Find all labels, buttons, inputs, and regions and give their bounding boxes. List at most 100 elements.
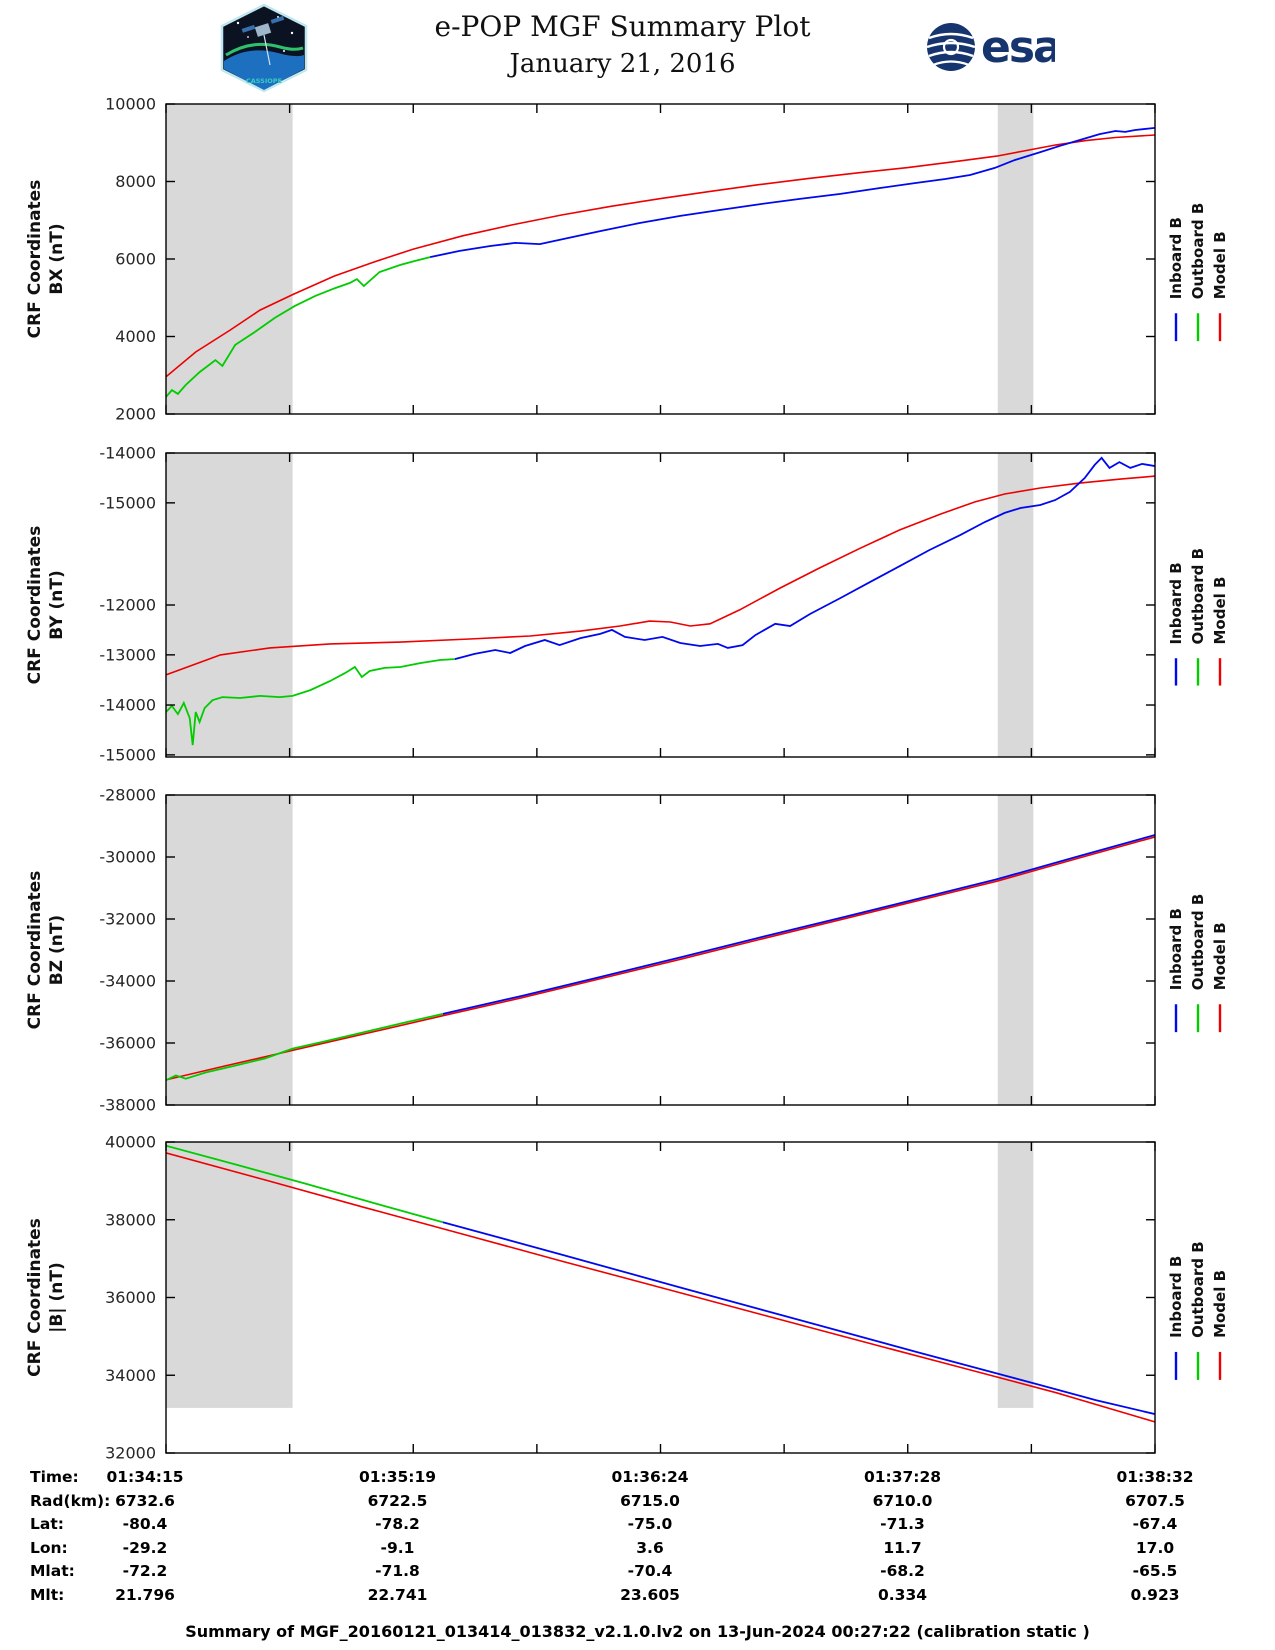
esa-globe-icon xyxy=(926,23,976,71)
table-cell: -71.3 xyxy=(880,1515,925,1533)
y-tick-label: 6000 xyxy=(115,250,156,269)
legend-label-outboard: Outboard B xyxy=(1189,203,1207,300)
y-tick-label: 38000 xyxy=(105,1210,156,1229)
y-tick-label: -14000 xyxy=(99,444,156,463)
legend-label-outboard: Outboard B xyxy=(1189,894,1207,991)
legend-label-model: Model B xyxy=(1211,1270,1229,1338)
y-axis-title-line1: CRF Coordinates xyxy=(25,871,45,1030)
table-cell: 01:36:24 xyxy=(611,1468,689,1486)
table-row-label: Rad(km): xyxy=(30,1492,111,1510)
table-row-label: Time: xyxy=(30,1468,79,1486)
table-cell: -65.5 xyxy=(1132,1562,1178,1580)
series-outboard-line xyxy=(166,658,455,746)
legend-label-inboard: Inboard B xyxy=(1167,562,1185,644)
shaded-region xyxy=(166,104,293,414)
series-inboard-line xyxy=(442,1221,1155,1415)
table-cell: 22.741 xyxy=(367,1586,428,1604)
table-cell: -70.4 xyxy=(627,1562,673,1580)
shaded-region xyxy=(997,795,1034,1105)
page-title: e-POP MGF Summary Plot xyxy=(434,10,811,43)
table-row-label: Mlt: xyxy=(30,1586,65,1604)
shaded-region xyxy=(997,453,1034,757)
table-row-label: Lat: xyxy=(30,1515,64,1533)
series-model-line xyxy=(166,134,1155,378)
legend-label-outboard: Outboard B xyxy=(1189,1241,1207,1338)
page-subtitle-date: January 21, 2016 xyxy=(509,49,736,79)
table-cell: -29.2 xyxy=(122,1539,168,1557)
esa-wordmark: esa xyxy=(981,22,1055,73)
shaded-region xyxy=(166,795,293,1105)
legend-label-outboard: Outboard B xyxy=(1189,548,1207,645)
series-model-line xyxy=(166,475,1155,676)
series-outboard-line xyxy=(166,1013,444,1082)
table-cell: 0.923 xyxy=(1130,1586,1180,1604)
y-tick-label: -13000 xyxy=(99,645,156,664)
legend-label-model: Model B xyxy=(1211,922,1229,990)
table-cell: 01:34:15 xyxy=(106,1468,184,1486)
patch-aurora xyxy=(225,42,304,57)
title-block: e-POP MGF Summary Plot January 21, 2016 xyxy=(0,10,1245,79)
table-cell: 01:35:19 xyxy=(358,1468,437,1486)
shaded-region xyxy=(166,453,293,757)
series-inboard-line xyxy=(442,834,1155,1015)
series-inboard-line xyxy=(429,127,1155,258)
table-cell: 6715.0 xyxy=(620,1492,680,1510)
y-tick-label: 40000 xyxy=(105,1133,156,1152)
y-axis-title-line1: CRF Coordinates xyxy=(25,1218,45,1377)
patch-label: CASSIOPE xyxy=(246,77,282,85)
header: CASSIOPE e-POP MGF Summary Plot January … xyxy=(0,0,1275,95)
table-cell: 6722.5 xyxy=(367,1492,428,1510)
y-tick-label: 32000 xyxy=(105,1444,156,1463)
table-cell: -78.2 xyxy=(375,1515,420,1533)
legend-label-inboard: Inboard B xyxy=(1167,1256,1185,1338)
y-tick-label: -28000 xyxy=(99,786,156,805)
y-tick-label: 4000 xyxy=(115,327,156,346)
y-tick-label: 2000 xyxy=(115,405,156,424)
y-tick-label: -38000 xyxy=(99,1096,156,1115)
table-row-label: Lon: xyxy=(30,1539,68,1557)
y-tick-label: 36000 xyxy=(105,1288,156,1307)
table-cell: -9.1 xyxy=(380,1539,415,1557)
y-axis-title-line2: BX (nT) xyxy=(47,223,67,294)
table-cell: 6732.6 xyxy=(115,1492,175,1510)
y-axis-title-line1: CRF Coordinates xyxy=(25,180,45,339)
series-model-line xyxy=(166,836,1155,1081)
y-tick-label: 10000 xyxy=(105,95,156,114)
legend-label-inboard: Inboard B xyxy=(1167,908,1185,990)
table-cell: 01:38:32 xyxy=(1116,1468,1194,1486)
y-axis-title-line2: BY (nT) xyxy=(47,570,67,640)
table-cell: 21.796 xyxy=(115,1586,175,1604)
table-cell: 6710.0 xyxy=(872,1492,933,1510)
table-cell: -72.2 xyxy=(122,1562,168,1580)
table-cell: 11.7 xyxy=(883,1539,922,1557)
legend-label-model: Model B xyxy=(1211,577,1229,645)
y-tick-label: -34000 xyxy=(99,972,156,991)
y-axis-title-line2: BZ (nT) xyxy=(47,915,67,985)
series-outboard-line xyxy=(166,256,431,398)
legend-label-inboard: Inboard B xyxy=(1167,217,1185,299)
y-tick-label: -36000 xyxy=(99,1034,156,1053)
shaded-region xyxy=(997,1142,1034,1408)
shaded-region xyxy=(166,1142,293,1408)
table-cell: -75.0 xyxy=(627,1515,673,1533)
cassiope-mission-patch-logo: CASSIOPE xyxy=(218,3,310,97)
series-inboard-line xyxy=(454,456,1155,660)
y-tick-label: 34000 xyxy=(105,1366,156,1385)
table-cell: -67.4 xyxy=(1132,1515,1178,1533)
table-cell: 23.605 xyxy=(620,1586,680,1604)
table-cell: 3.6 xyxy=(636,1539,664,1557)
y-axis-title-line1: CRF Coordinates xyxy=(25,526,45,685)
y-tick-label: -12000 xyxy=(99,596,156,615)
series-model-line xyxy=(166,1152,1155,1423)
table-row-label: Mlat: xyxy=(30,1562,75,1580)
table-cell: 17.0 xyxy=(1135,1539,1175,1557)
y-tick-label: -15000 xyxy=(99,745,156,764)
table-cell: 0.334 xyxy=(877,1586,928,1604)
y-tick-label: -30000 xyxy=(99,848,156,867)
table-cell: -80.4 xyxy=(122,1515,168,1533)
table-cell: 6707.5 xyxy=(1125,1492,1185,1510)
y-tick-label: -32000 xyxy=(99,910,156,929)
footer-summary: Summary of MGF_20160121_013414_013832_v2… xyxy=(185,1622,1090,1641)
y-tick-label: -14000 xyxy=(99,696,156,715)
